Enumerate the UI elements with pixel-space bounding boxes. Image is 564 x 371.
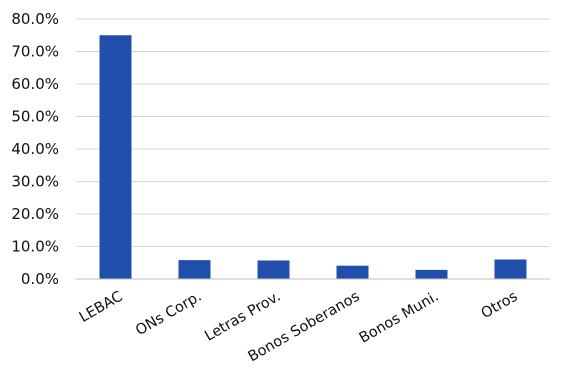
x-axis-ticks: LEBAC ONs Corp.Letras Prov.Bonos Soberano… [77,289,521,366]
y-tick-label: 30.0% [11,173,59,191]
gridlines [76,18,550,247]
y-tick-label: 20.0% [11,205,59,223]
x-tick-label: ONs Corp. [133,289,204,339]
bar-bonos-muni [415,269,448,279]
x-tick-label: Bonos Muni. [357,289,442,347]
bar-lebac [99,35,132,279]
y-tick-label: 40.0% [11,140,59,158]
bar-ons-corp [178,260,211,279]
bar-bonos-soberanos [336,265,369,279]
x-tick-label: LEBAC [77,289,126,326]
y-tick-label: 0.0% [21,270,59,288]
y-tick-label: 50.0% [11,108,59,126]
x-tick-label: Otros [479,289,521,322]
y-tick-label: 60.0% [11,75,59,93]
bar-letras-prov [257,260,290,279]
y-tick-label: 80.0% [11,10,59,28]
y-axis-ticks: 0.0% 10.0% 20.0% 30.0% 40.0% 50.0% 60.0% 70.0% 8… [11,10,59,288]
bars [99,35,527,279]
y-tick-label: 70.0% [11,43,59,61]
y-tick-label: 10.0% [11,238,59,256]
bar-otros [494,259,527,279]
